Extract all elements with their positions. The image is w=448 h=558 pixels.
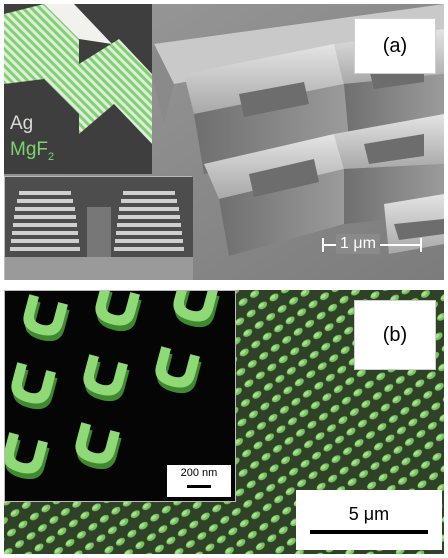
u-shape-resonator bbox=[23, 294, 70, 342]
legend-ag-label: Ag bbox=[10, 113, 34, 134]
u-shape-resonator bbox=[75, 422, 122, 470]
scale-bar-a-text: 1 μm bbox=[336, 234, 380, 254]
u-shape-resonator bbox=[95, 291, 142, 332]
layer-schematic-inset: Ag MgF2 bbox=[4, 4, 152, 174]
scale-bar-tick bbox=[322, 238, 324, 252]
scale-bar-b-text: 5 μm bbox=[348, 504, 390, 524]
u-shape-resonator bbox=[5, 432, 50, 480]
panel-b-label: (b) bbox=[354, 300, 436, 370]
inset-scale-box: 200 nm bbox=[167, 465, 231, 497]
stacked-layers-diagram bbox=[4, 4, 152, 144]
cross-section-inset bbox=[4, 176, 193, 280]
panel-a-label: (a) bbox=[354, 18, 436, 74]
inset-scale-bar bbox=[187, 485, 211, 488]
scale-bar-b-line bbox=[310, 530, 428, 534]
scale-box-b: 5 μm bbox=[296, 490, 442, 550]
u-shape-resonator bbox=[11, 362, 58, 410]
cross-section-sem bbox=[5, 177, 193, 280]
u-shape-resonator bbox=[155, 346, 202, 394]
sem-panel-a: Ag MgF2 (a) 1 μm bbox=[4, 4, 444, 280]
u-shape-resonator bbox=[83, 354, 130, 402]
sem-panel-b: 200 nm (b) 5 μm bbox=[4, 290, 444, 554]
scale-bar-a: 1 μm bbox=[322, 232, 432, 256]
legend-mgf2-label: MgF2 bbox=[10, 139, 55, 163]
inset-scale-text: 200 nm bbox=[180, 467, 218, 479]
u-shape-inset: 200 nm bbox=[4, 290, 236, 502]
u-shape-resonator bbox=[173, 291, 220, 328]
split-ring-resonators bbox=[5, 291, 220, 480]
scale-bar-tick bbox=[420, 238, 422, 252]
